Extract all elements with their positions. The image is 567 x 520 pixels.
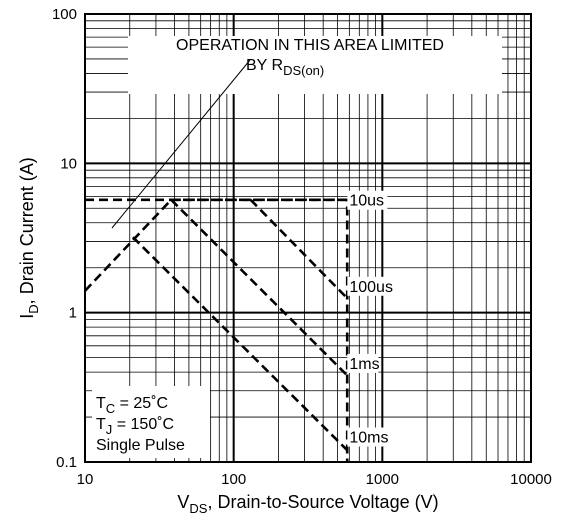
x-axis-label-main: V (177, 492, 189, 512)
tj-rest: = 150˚C (112, 416, 174, 433)
x-axis-label-sub: DS (189, 501, 207, 516)
series-label-100us: 100us (349, 279, 393, 296)
rds-annotation-line1: OPERATION IN THIS AREA LIMITED (176, 37, 444, 54)
series-label-bg (347, 190, 388, 210)
tj-condition: TJ = 150˚C (96, 416, 174, 437)
y-tick-label: 100 (52, 6, 77, 23)
x-tick-label: 100 (221, 471, 246, 488)
series-label-1ms: 1ms (349, 356, 379, 373)
single-pulse-label: Single Pulse (96, 437, 185, 454)
series-label-bg (347, 276, 397, 296)
tc-condition: TC = 25˚C (96, 395, 168, 416)
tj-sub: J (106, 422, 113, 437)
series-label-bg (347, 353, 379, 373)
series-group (84, 198, 349, 462)
conditions-box (92, 386, 210, 458)
tc-sub: C (106, 401, 115, 416)
y-tick-label: 1 (69, 305, 77, 322)
series-labels: 10us 100us 1ms 10ms (347, 190, 397, 447)
y-axis-label-sub: D (26, 304, 41, 313)
rds-leader-line (111, 59, 251, 229)
plot-frame (84, 13, 532, 463)
x-axis-label: VDS, Drain-to-Source Voltage (V) (177, 492, 438, 516)
y-tick-label: 10 (60, 155, 77, 172)
rds-annotation-line2: BY RDS(on) (246, 57, 324, 78)
x-tick-label: 1000 (366, 471, 399, 488)
series-label-10us: 10us (349, 193, 384, 210)
series-line-100us (249, 198, 349, 300)
y-tick-label: 0.1 (56, 454, 77, 471)
y-axis-label-main: I (17, 314, 37, 319)
series-label-10ms: 10ms (349, 430, 388, 447)
x-axis-label-rest: , Drain-to-Source Voltage (V) (207, 492, 438, 512)
series-label-bg (347, 427, 388, 447)
tick-labels: 10 100 1000 10000 0.1 1 10 100 (52, 6, 552, 488)
series-line-10ms (131, 236, 349, 452)
y-axis-label: ID, Drain Current (A) (17, 157, 41, 318)
x-tick-label: 10 (77, 471, 94, 488)
x-tick-label: 10000 (510, 471, 552, 488)
tj-main: T (96, 416, 106, 433)
rds-annotation-sub: DS(on) (283, 63, 324, 78)
tc-main: T (96, 395, 106, 412)
y-axis-label-rest: , Drain Current (A) (17, 157, 37, 304)
rds-annotation-box (128, 36, 502, 94)
rds-annotation-by: BY R (246, 57, 283, 74)
tc-rest: = 25˚C (115, 395, 168, 412)
